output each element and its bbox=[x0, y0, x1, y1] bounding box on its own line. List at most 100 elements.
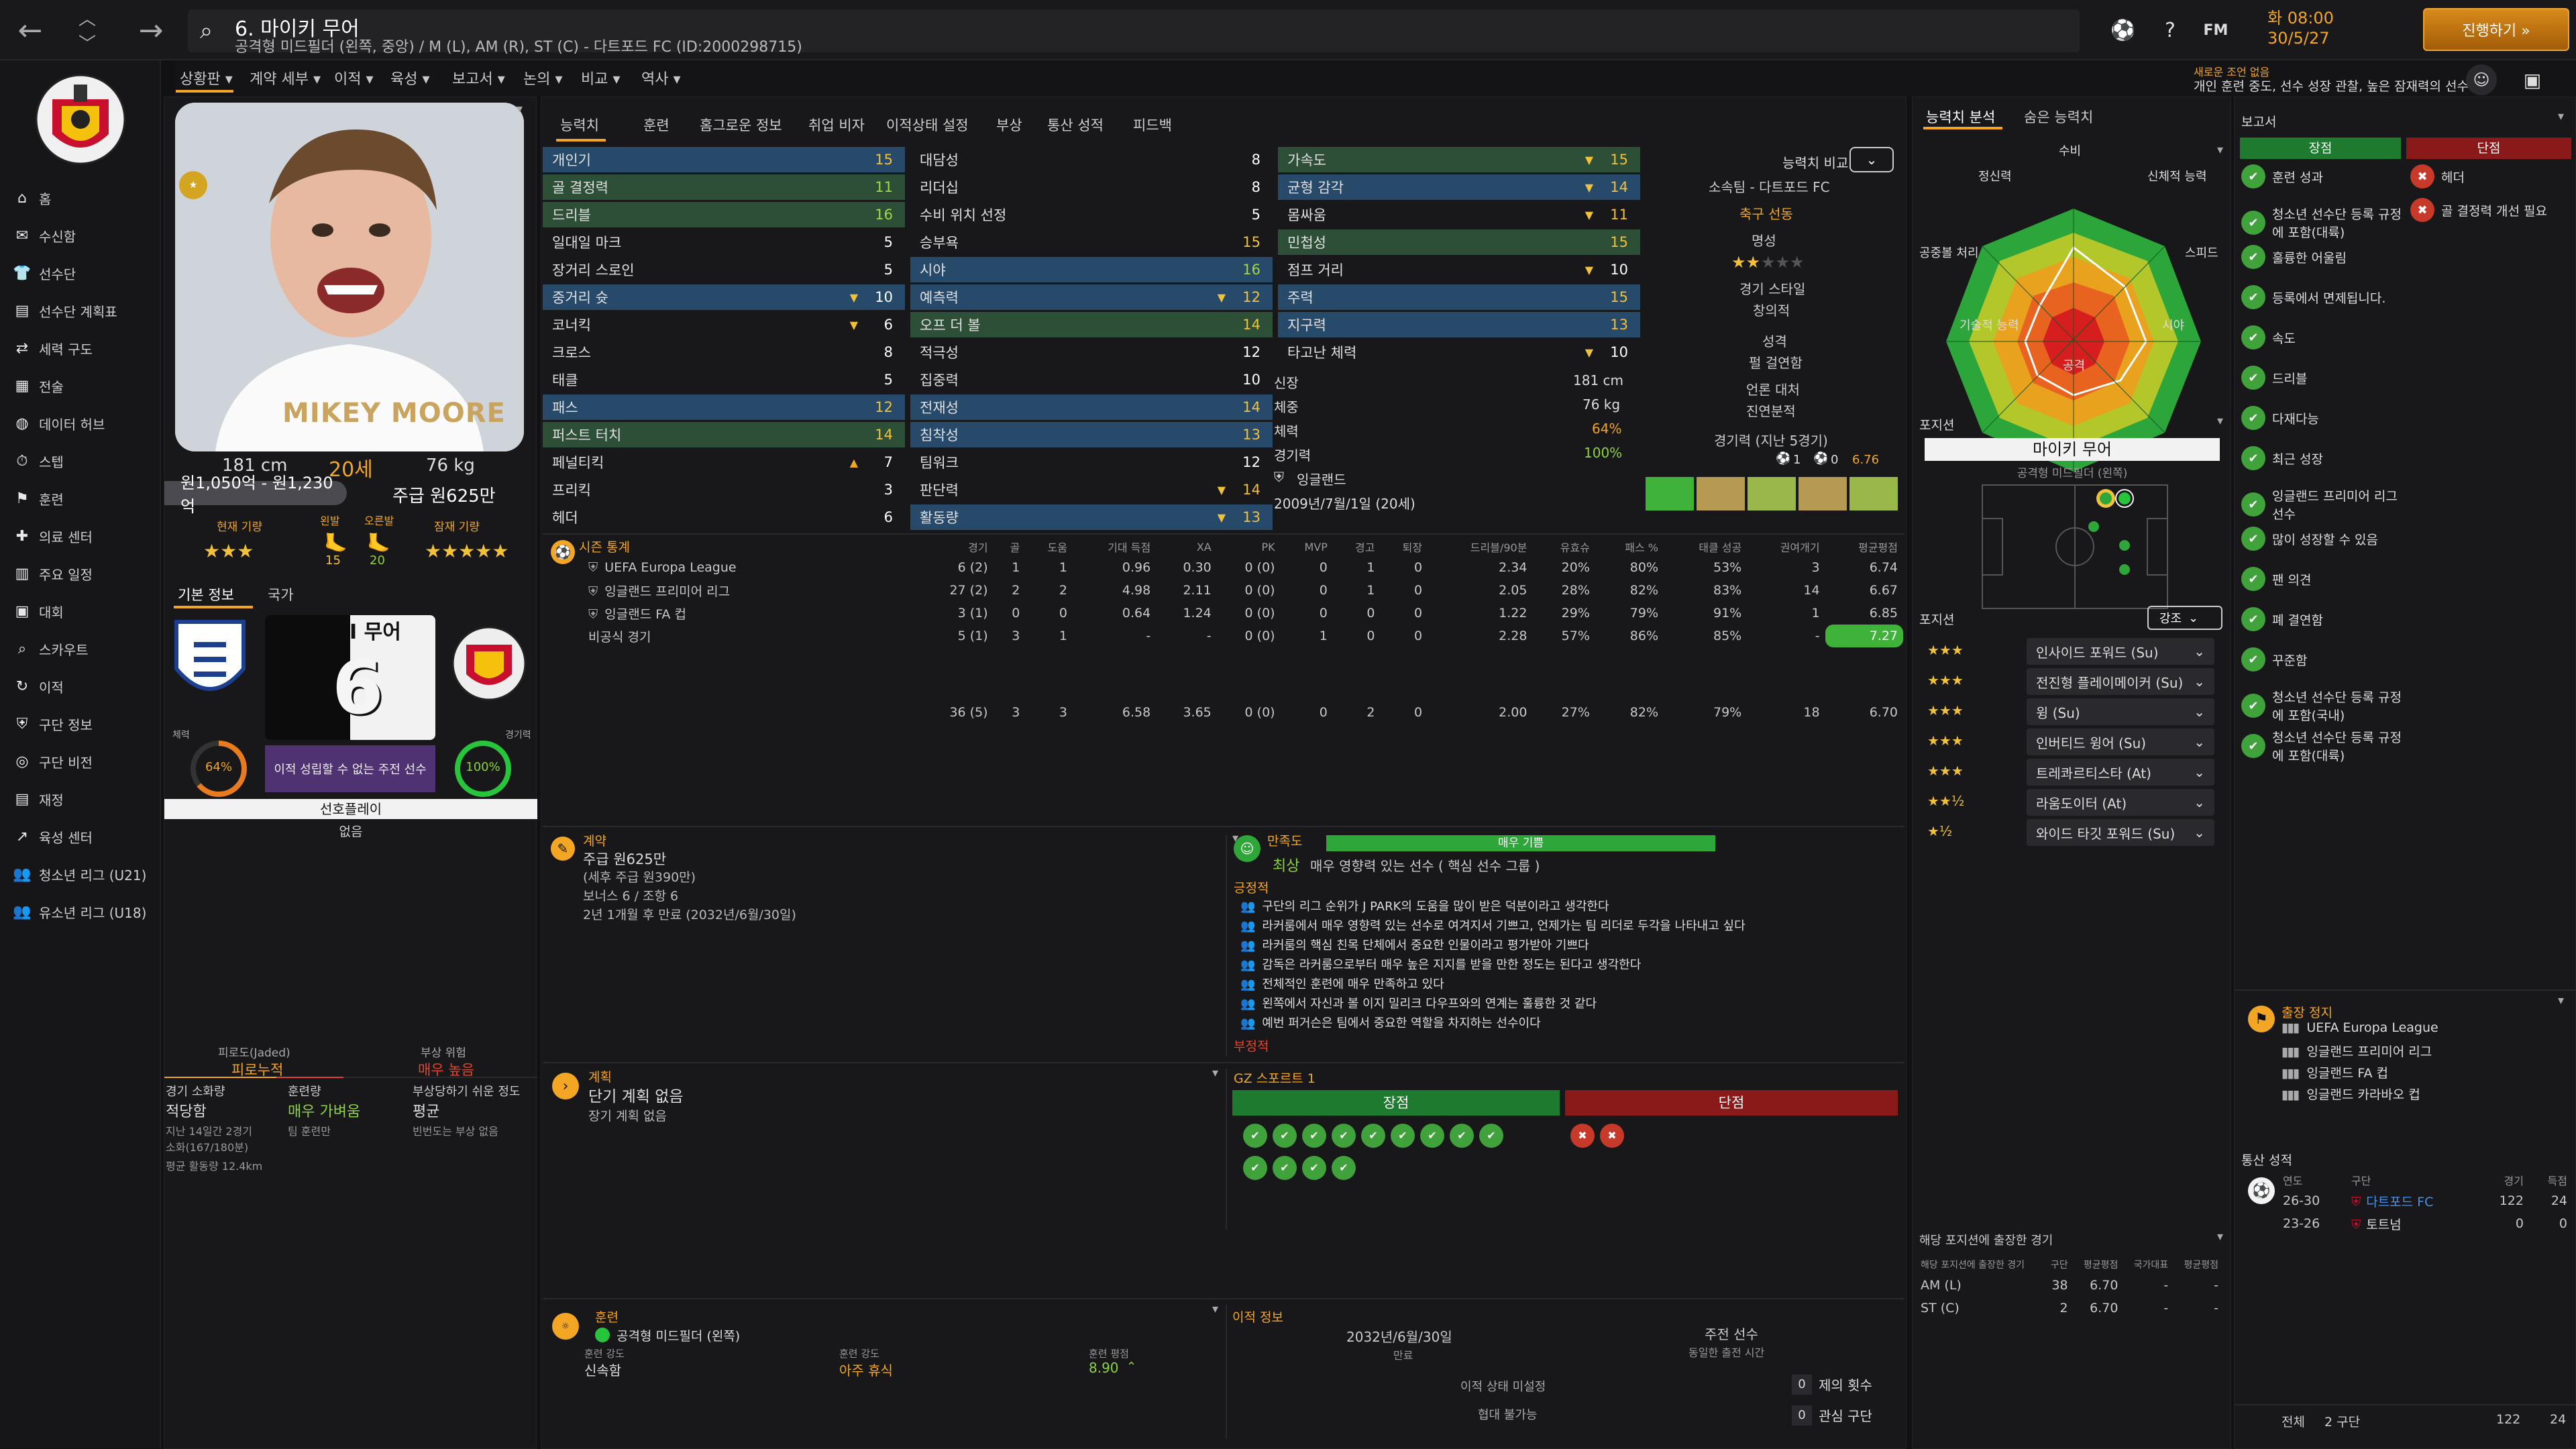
attribute-row[interactable]: 중거리 슛 ▼ 10 bbox=[543, 284, 905, 310]
pro-trait-icon[interactable]: ✔ bbox=[1243, 1124, 1267, 1148]
club-link[interactable]: 축구 선동 bbox=[1739, 206, 1793, 222]
report-pro-item[interactable]: ✔ 청소년 선수단 등록 규정에 포함(대륙) bbox=[2241, 728, 2402, 764]
table-row[interactable]: 비공식 경기 5 (1) 3 1- -0 (0) 1 0 0 2.28 57% 86% 85% -7.2… bbox=[568, 625, 1903, 647]
pro-trait-icon[interactable]: ✔ bbox=[1243, 1156, 1267, 1180]
suspension-item[interactable]: ▮▮▮ 잉글랜드 프리미어 리그 bbox=[2282, 1042, 2432, 1060]
table-row[interactable]: AM (L) 38 6.70 - - bbox=[1915, 1274, 2224, 1297]
tab-attribute[interactable]: 능력치 bbox=[560, 117, 599, 133]
transfer-value[interactable]: 원1,050억 - 원1,230억 bbox=[164, 474, 347, 516]
report-pro-item[interactable]: ✔ 최근 성장 bbox=[2241, 446, 2402, 470]
gz-sport-label[interactable]: GZ 스포르트 1 bbox=[1234, 1071, 1316, 1086]
form-bar[interactable] bbox=[1799, 477, 1847, 511]
pro-trait-icon[interactable]: ✔ bbox=[1420, 1124, 1444, 1148]
table-row[interactable]: 23-26 ⛨ 토트넘 0 0 bbox=[2277, 1212, 2573, 1235]
table-row[interactable]: ⛨ 잉글랜드 프리미어 리그 27 (2) 2 2 4.98 2.11 0 (0) 0 1 0 2.0… bbox=[568, 579, 1903, 602]
attribute-row[interactable]: 오프 더 볼 14 bbox=[910, 312, 1273, 337]
sidebar-item[interactable]: ▣ 대회 bbox=[0, 594, 161, 628]
form-bar[interactable] bbox=[1646, 477, 1694, 511]
report-con-item[interactable]: ✖ 골 결정력 개선 필요 bbox=[2410, 198, 2571, 222]
attribute-row[interactable]: 리더십 8 bbox=[910, 174, 1273, 200]
collapse-icon[interactable]: ▾ bbox=[2558, 994, 2565, 1008]
sidebar-item[interactable]: 👥 청소년 리그 (U21) bbox=[0, 857, 161, 891]
tab-basic-info[interactable]: 기본 정보 bbox=[178, 587, 234, 603]
report-pro-item[interactable]: ✔ 잉글랜드 프리미어 리그 선수 bbox=[2241, 486, 2402, 523]
compare-dropdown[interactable]: ⌄ bbox=[1849, 147, 1894, 172]
tab-attribute[interactable]: 이적상태 설정 bbox=[886, 117, 969, 133]
attribute-row[interactable]: 장거리 스로인 5 bbox=[543, 257, 905, 282]
subnav-reports[interactable]: 보고서 ▾ bbox=[452, 71, 505, 88]
subnav-development[interactable]: 육성 ▾ bbox=[390, 71, 430, 88]
panel-collapse-icon[interactable]: ▾ bbox=[517, 102, 523, 116]
attribute-row[interactable]: 예측력 ▼ 12 bbox=[910, 284, 1273, 310]
role-dropdown[interactable]: 트레콰르티스타 (At) ⌄ bbox=[2027, 759, 2214, 786]
club-crest-small[interactable] bbox=[450, 615, 528, 713]
pro-trait-icon[interactable]: ✔ bbox=[1450, 1124, 1474, 1148]
pro-trait-icon[interactable]: ✔ bbox=[1302, 1124, 1326, 1148]
attribute-row[interactable]: 타고난 체력 ▼ 10 bbox=[1278, 339, 1640, 365]
collapse-icon[interactable]: ▾ bbox=[2217, 143, 2224, 157]
pro-trait-icon[interactable]: ✔ bbox=[1391, 1124, 1415, 1148]
forward-arrow-icon[interactable]: → bbox=[138, 13, 164, 48]
report-pro-item[interactable]: ✔ 폐 결연함 bbox=[2241, 607, 2402, 631]
role-row[interactable]: ★★★ 전진형 플레이메이커 (Su) ⌄ bbox=[1919, 668, 2214, 695]
role-dropdown[interactable]: 인사이드 포워드 (Su) ⌄ bbox=[2027, 638, 2214, 665]
attribute-row[interactable]: 주력 15 bbox=[1278, 284, 1640, 310]
assistant-icon[interactable]: ☺ bbox=[2466, 64, 2497, 95]
fm-menu-icon[interactable]: FM bbox=[2203, 21, 2229, 39]
suspension-item[interactable]: ▮▮▮ 잉글랜드 FA 컵 bbox=[2282, 1063, 2388, 1081]
collapse-icon[interactable]: ▾ bbox=[1212, 1066, 1219, 1080]
sidebar-item[interactable]: ▥ 주요 일정 bbox=[0, 557, 161, 590]
tab-hidden-attributes[interactable]: 숨은 능력치 bbox=[2024, 109, 2094, 125]
form-bar[interactable] bbox=[1748, 477, 1796, 511]
sidebar-item[interactable]: ✚ 의료 센터 bbox=[0, 519, 161, 553]
pro-trait-icon[interactable]: ✔ bbox=[1273, 1124, 1297, 1148]
attribute-row[interactable]: 침착성 13 bbox=[910, 422, 1273, 447]
report-pro-item[interactable]: ✔ 다재다능 bbox=[2241, 406, 2402, 430]
notice-text[interactable]: 개인 훈련 중도, 선수 성장 관찰, 높은 잠재력의 선수 bbox=[2194, 79, 2469, 94]
suspension-item[interactable]: ▮▮▮ UEFA Europa League bbox=[2282, 1020, 2438, 1035]
suspension-title[interactable]: 출장 정지 bbox=[2282, 1006, 2332, 1020]
training-label[interactable]: 훈련 bbox=[595, 1310, 619, 1325]
sidebar-item[interactable]: ⏱ 스텝 bbox=[0, 444, 161, 478]
role-dropdown[interactable]: 라움도이터 (At) ⌄ bbox=[2027, 789, 2214, 816]
report-pro-item[interactable]: ✔ 청소년 선수단 등록 규정에 포함(대륙) bbox=[2241, 205, 2402, 241]
contract-label[interactable]: 계약 bbox=[583, 834, 606, 849]
suspension-item[interactable]: ▮▮▮ 잉글랜드 카라바오 컵 bbox=[2282, 1085, 2420, 1103]
tab-attribute[interactable]: 부상 bbox=[996, 117, 1022, 133]
report-pro-item[interactable]: ✔ 꾸준함 bbox=[2241, 647, 2402, 672]
transfer-info-label[interactable]: 이적 정보 bbox=[1232, 1310, 1283, 1325]
roles-mode-dropdown[interactable]: 강조 ⌄ bbox=[2147, 606, 2222, 630]
sidebar-item[interactable]: ▦ 전술 bbox=[0, 369, 161, 402]
attribute-row[interactable]: 가속도 ▼ 15 bbox=[1278, 147, 1640, 172]
pro-trait-icon[interactable]: ✔ bbox=[1302, 1156, 1326, 1180]
collapse-icon[interactable]: ▾ bbox=[2217, 1230, 2224, 1244]
history-updown-icon[interactable]: ︿ ﹀ bbox=[78, 9, 96, 54]
sidebar-item[interactable]: ◍ 데이터 허브 bbox=[0, 407, 161, 440]
attribute-row[interactable]: 점프 거리 ▼ 10 bbox=[1278, 257, 1640, 282]
form-bar[interactable] bbox=[1849, 477, 1898, 511]
attribute-row[interactable]: 수비 위치 선정 5 bbox=[910, 202, 1273, 227]
attribute-row[interactable]: 크로스 8 bbox=[543, 339, 905, 365]
season-stats-label[interactable]: 시즌 통계 bbox=[579, 540, 630, 555]
attribute-row[interactable]: 코너킥 ▼ 6 bbox=[543, 312, 905, 337]
collapse-icon[interactable]: ▾ bbox=[2217, 414, 2224, 428]
role-dropdown[interactable]: 인버티드 윙어 (Su) ⌄ bbox=[2027, 729, 2214, 755]
squad-status[interactable]: 이적 성립할 수 없는 주전 선수 bbox=[265, 745, 435, 792]
table-row[interactable]: 26-30 ⛨ 다트포드 FC 122 24 bbox=[2277, 1189, 2573, 1212]
attribute-row[interactable]: 일대일 마크 5 bbox=[543, 229, 905, 255]
sidebar-item[interactable]: ◎ 구단 비전 bbox=[0, 745, 161, 778]
attribute-row[interactable]: 판단력 ▼ 14 bbox=[910, 477, 1273, 502]
role-row[interactable]: ★½ 와이드 타깃 포워드 (Su) ⌄ bbox=[1919, 819, 2214, 846]
pro-trait-icon[interactable]: ✔ bbox=[1361, 1124, 1385, 1148]
sidebar-item[interactable]: ✉ 수신함 bbox=[0, 219, 161, 252]
pro-trait-icon[interactable]: ✔ bbox=[1332, 1124, 1356, 1148]
attribute-row[interactable]: 태클 5 bbox=[543, 367, 905, 392]
role-row[interactable]: ★★½ 라움도이터 (At) ⌄ bbox=[1919, 789, 2214, 816]
attribute-row[interactable]: 민첩성 15 bbox=[1278, 229, 1640, 255]
attribute-row[interactable]: 대담성 8 bbox=[910, 147, 1273, 172]
role-row[interactable]: ★★★ 인사이드 포워드 (Su) ⌄ bbox=[1919, 638, 2214, 665]
back-arrow-icon[interactable]: ← bbox=[17, 13, 43, 48]
satisfaction-label[interactable]: 만족도 bbox=[1267, 834, 1303, 849]
promise-badge-icon[interactable]: ★ bbox=[179, 171, 207, 199]
sidebar-item[interactable]: 👥 유소년 리그 (U18) bbox=[0, 895, 161, 928]
